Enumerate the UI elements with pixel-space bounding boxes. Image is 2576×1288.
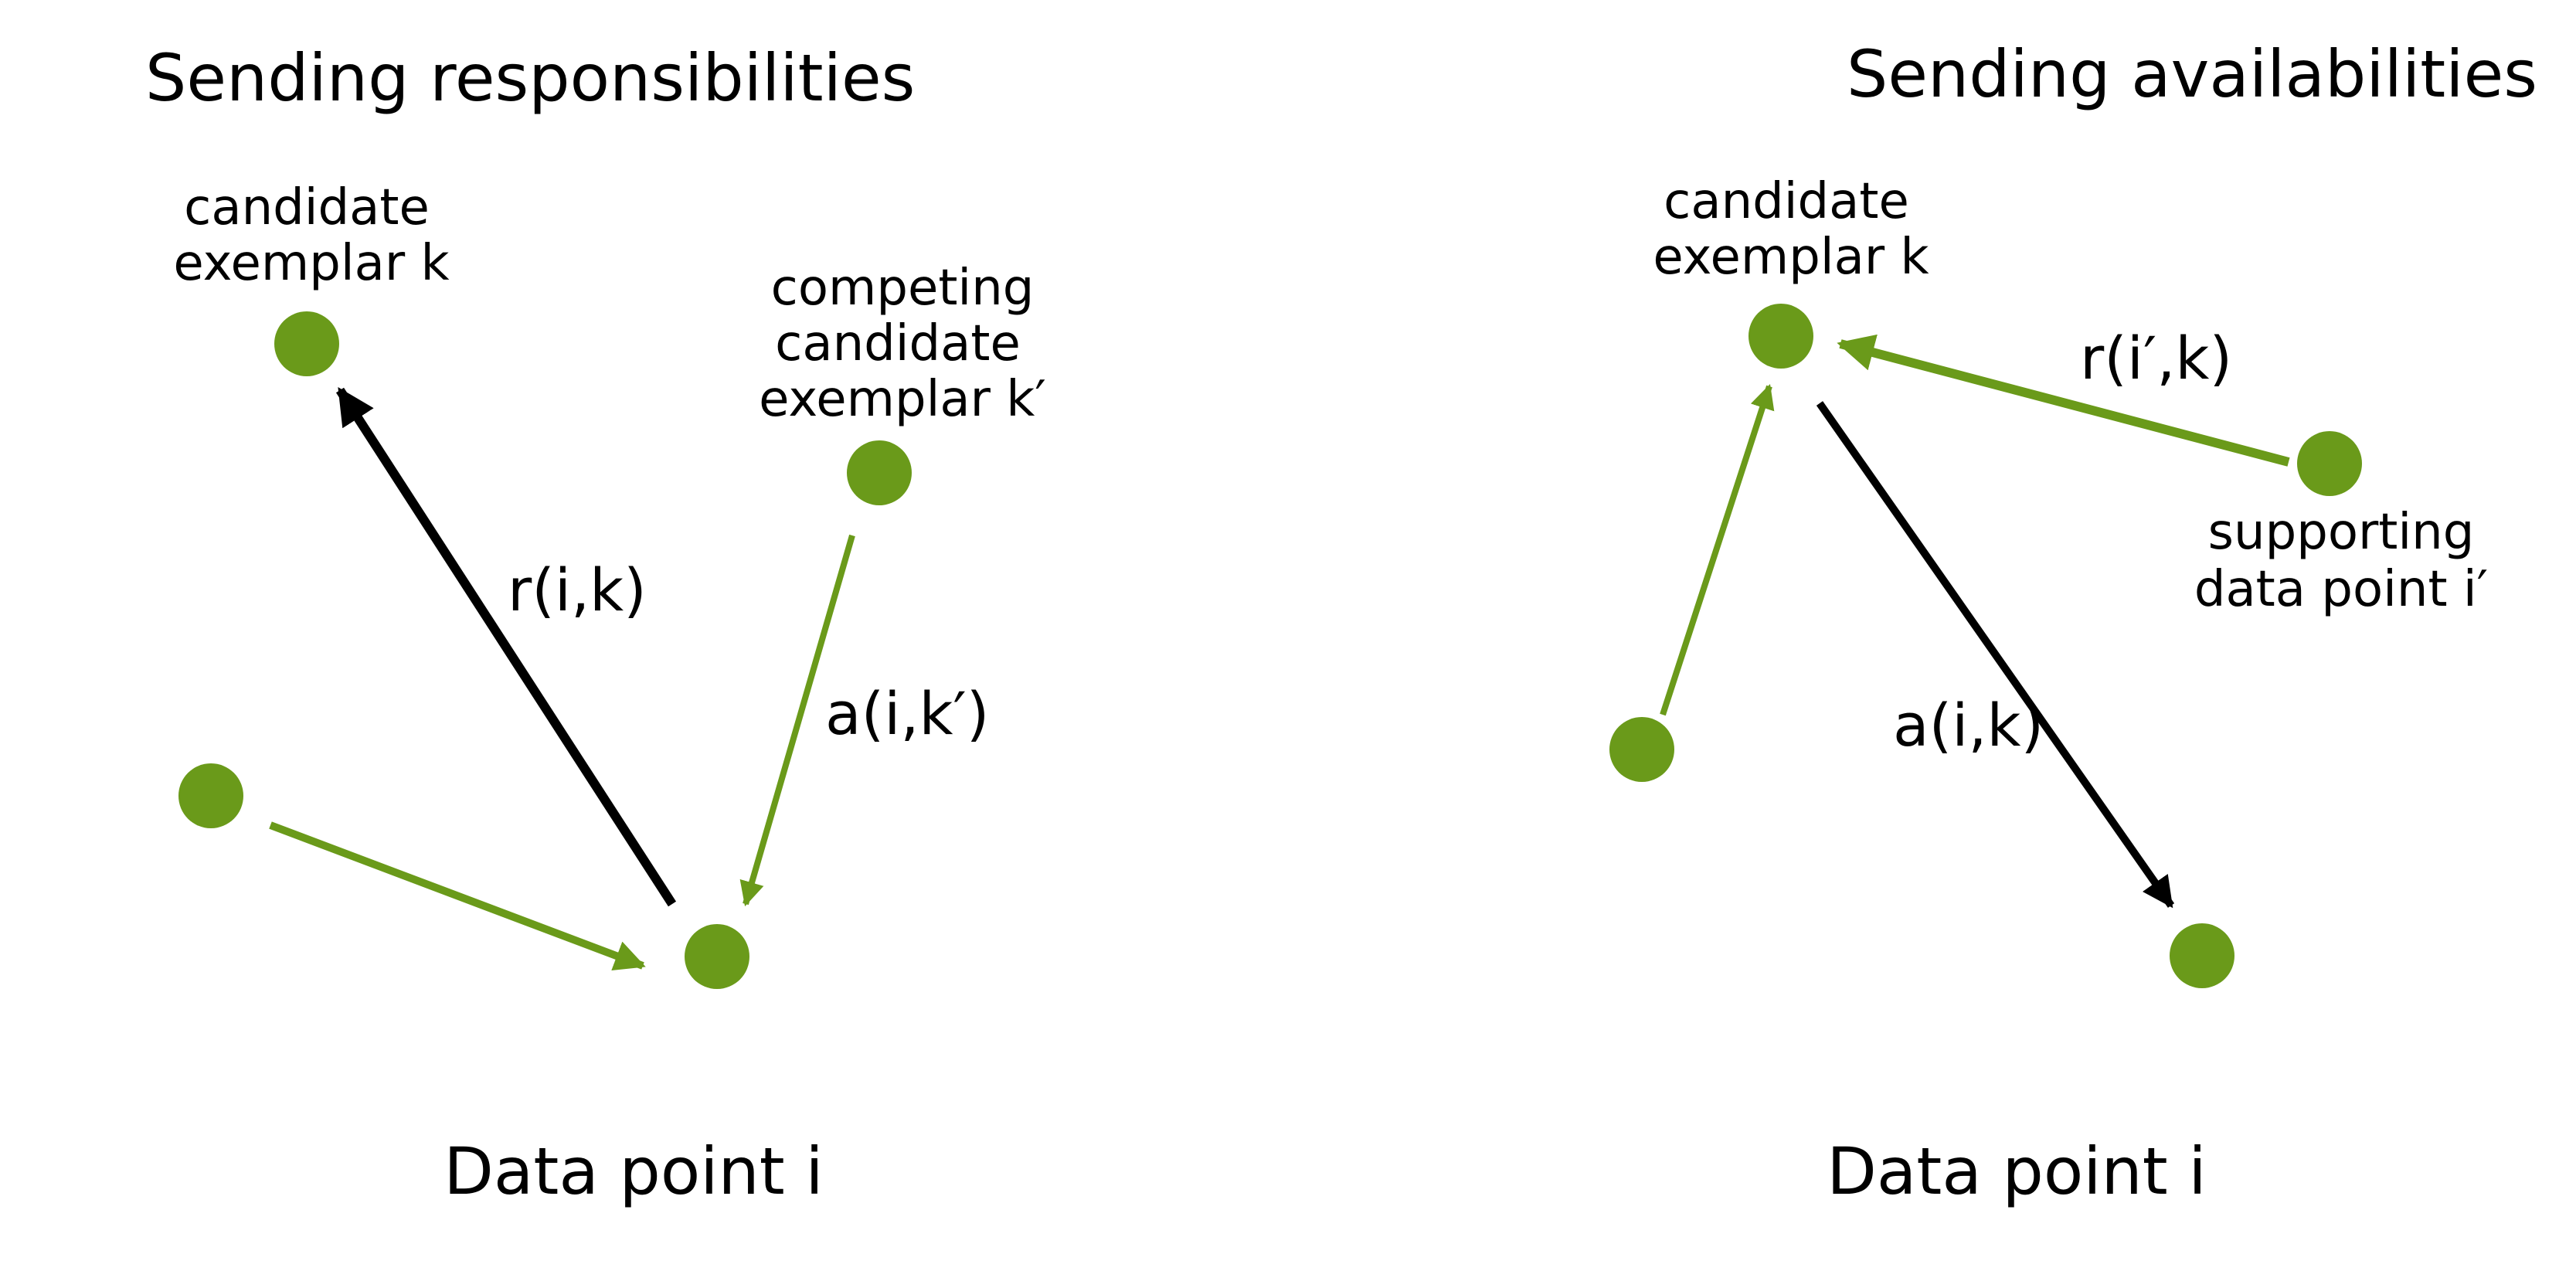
candidate-exemplar-node [1748,304,1813,369]
right-panel-title: Sending availabilities [1847,36,2537,112]
right-data-point-label: Data point i [1827,1133,2207,1209]
green-arrow-to-exemplar [1660,383,1775,716]
candidate-exemplar-label-line1: candidate [1664,173,1909,230]
competing-exemplar-label-line3: exemplar k′ [759,371,1046,428]
supporting-data-point-label-line1: supporting [2208,504,2475,561]
candidate-exemplar-label-line2: exemplar k [1653,229,1929,286]
supporting-responsibility-label: r(i′,k) [2080,324,2232,393]
data-point-i-node [685,924,749,989]
supporting-data-point-label-line2: data point i′ [2194,561,2488,618]
candidate-exemplar-label-line1: candidate [184,179,430,236]
competing-exemplar-node [847,440,912,505]
responsibility-label: r(i,k) [508,556,647,624]
right-panel: Sending availabilities candidate exempla… [1609,36,2537,1209]
other-data-point-node [178,763,243,828]
supporting-data-point-node [2297,431,2362,496]
availability-label: a(i,k) [1893,691,2044,760]
availability-arrow [1816,401,2175,909]
competing-exemplar-label-line1: competing [771,260,1035,317]
competing-exemplar-label-line2: candidate [775,315,1021,372]
competing-availability-arrow [739,534,855,907]
left-panel: Sending responsibilities candidate exemp… [145,40,1046,1209]
data-point-i-node [2170,923,2234,988]
other-point-arrow [269,821,646,970]
candidate-exemplar-label-line2: exemplar k [173,235,449,292]
competing-availability-label: a(i,k′) [825,679,989,748]
left-data-point-label: Data point i [443,1133,824,1209]
supporting-responsibility-arrow [1837,334,2290,467]
responsibility-arrow [335,386,677,907]
other-data-point-node [1609,717,1674,782]
left-panel-title: Sending responsibilities [145,40,915,116]
candidate-exemplar-node [274,311,339,376]
